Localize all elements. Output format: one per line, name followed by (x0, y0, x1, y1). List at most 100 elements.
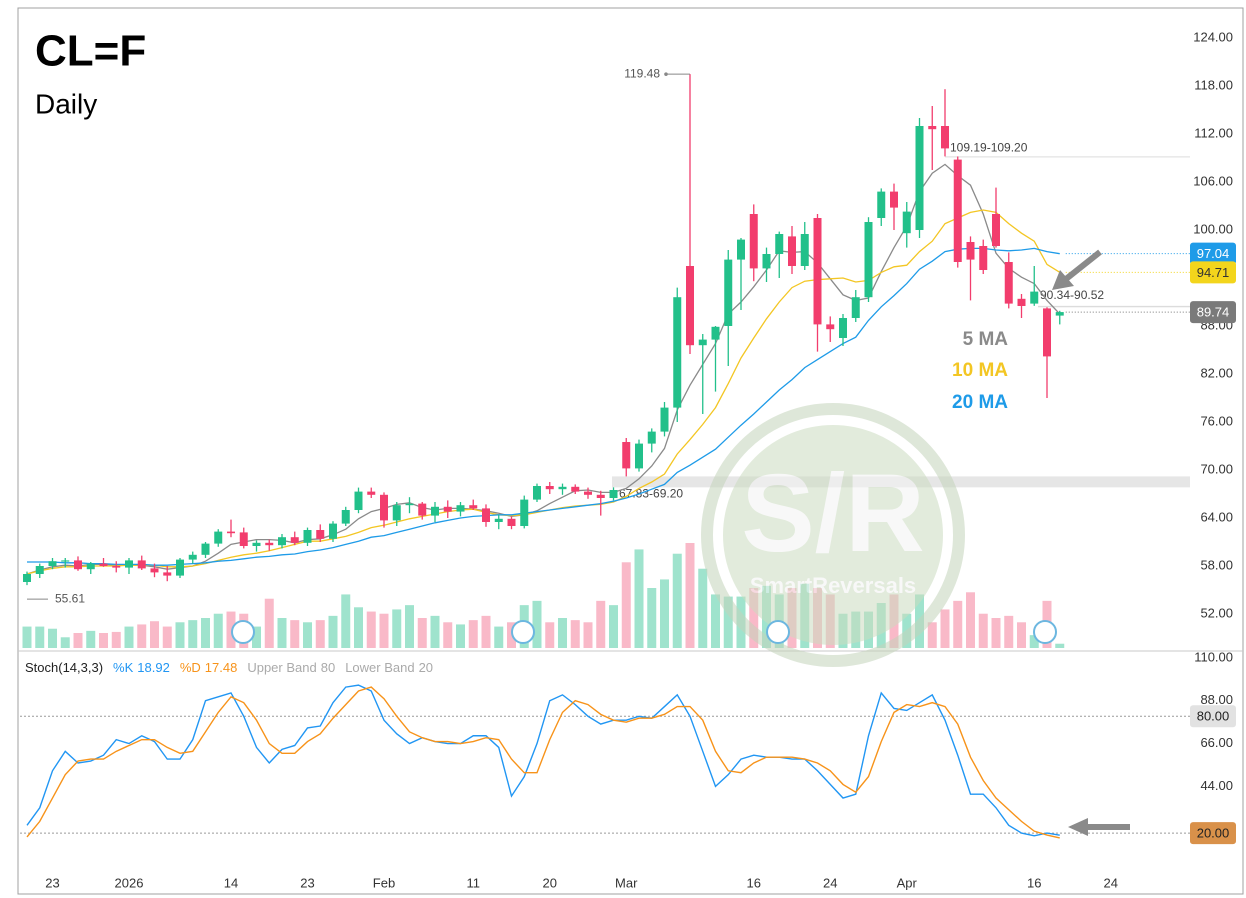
candle-body (890, 191, 898, 208)
candle-body (660, 407, 669, 432)
high-marker-dot (664, 72, 668, 76)
candle-body (74, 560, 82, 570)
y-tick-label: 88.00 (1200, 692, 1233, 707)
candle-body (877, 191, 886, 218)
candle-body (1004, 262, 1013, 304)
candle-body (227, 531, 235, 534)
candle-body (966, 242, 975, 260)
candle-body (443, 506, 452, 512)
candle-body (584, 491, 592, 495)
legend-value: 80 (321, 660, 335, 675)
x-tick-label: 2026 (115, 875, 144, 890)
candle-body (35, 566, 44, 574)
y-tick-label: 112.00 (1194, 125, 1233, 140)
candle-body (775, 234, 784, 254)
volume-bar (137, 624, 147, 648)
legend-value: 18.92 (137, 660, 170, 675)
band-box (1190, 822, 1236, 845)
volume-bar (927, 622, 937, 648)
x-tick-label: 11 (467, 875, 481, 890)
volume-bar (634, 549, 644, 648)
icons (231, 620, 1057, 644)
candle-body (826, 324, 835, 330)
volume-bar (60, 637, 70, 648)
chart-title: CL=F (35, 27, 146, 76)
moving-average-line (27, 247, 1060, 566)
legend-name: Upper Band (247, 660, 316, 675)
candle-body (673, 297, 682, 408)
volume-bar (1004, 615, 1014, 648)
y-tick-label: 76.00 (1200, 413, 1233, 428)
candle-body (163, 572, 172, 576)
y-tick-label: 110.00 (1194, 649, 1233, 664)
candle-body (316, 530, 325, 539)
candle-body (979, 246, 988, 270)
watermark-ring (701, 403, 965, 667)
candle-body (571, 486, 580, 492)
volume-bar (366, 611, 376, 648)
x-tick-label: 14 (224, 875, 238, 890)
gap-label: 109.19-109.20 (950, 141, 1028, 155)
candle-body (902, 211, 911, 234)
volume-bar (354, 607, 363, 648)
volume-bar (315, 620, 325, 648)
candle-body (1017, 298, 1026, 306)
volume-bar (621, 562, 631, 648)
volume-bar (341, 594, 351, 648)
candle-body (1055, 312, 1064, 316)
ma-legend: 10 MA (952, 360, 1008, 381)
arrows (1052, 249, 1130, 836)
band-label: 20.00 (1197, 826, 1230, 841)
volume-bar (162, 626, 172, 648)
watermark-name: SmartReversals (750, 573, 916, 598)
candle-body (86, 563, 95, 570)
volume-bar (264, 598, 274, 648)
candle-body (303, 530, 312, 543)
candle-body (329, 523, 337, 539)
price-tag-box (1190, 301, 1236, 324)
x-tick-label: 24 (1104, 875, 1118, 890)
volume-bar (277, 618, 287, 648)
volume-bar (150, 621, 159, 648)
volume-bar (647, 588, 657, 648)
candle-body (278, 537, 286, 546)
volume-bar (252, 626, 261, 648)
candle-body (23, 574, 31, 582)
volume-bar (685, 543, 695, 648)
ma-legend: 20 MA (952, 392, 1008, 413)
candle-body (698, 339, 707, 346)
volume-bar (558, 618, 567, 648)
gap-label: 67.83-69.20 (619, 487, 683, 501)
gap-label: 90.34-90.52 (1040, 288, 1104, 302)
volume-bar (991, 618, 1001, 648)
watermark-disc (723, 425, 943, 645)
volume-bar (583, 622, 593, 648)
legend-name: %K (113, 660, 134, 675)
candle-body (762, 254, 771, 269)
y-tick-label: 58.00 (1200, 557, 1233, 572)
y-tick-label: 124.00 (1193, 29, 1233, 44)
candle-body (686, 266, 694, 346)
volume-bar (48, 628, 57, 648)
volume-bar (175, 622, 185, 648)
volume-bar (966, 592, 975, 648)
candle-body (201, 543, 210, 555)
candle-body (788, 236, 796, 266)
volume-bar (124, 626, 134, 648)
volume-bar (430, 615, 440, 648)
volume-bar (468, 620, 478, 648)
volume-bar (213, 613, 223, 648)
volume-bar (201, 618, 210, 648)
candle-body (749, 214, 758, 269)
legend-value: 20 (419, 660, 433, 675)
candle-body (456, 505, 465, 512)
candle-body (214, 531, 223, 544)
candle-body (290, 537, 299, 543)
volume-bar (73, 633, 83, 648)
y-tick-label: 66.00 (1200, 735, 1233, 750)
candle-body (533, 486, 541, 500)
band-label: 80.00 (1197, 709, 1230, 724)
volume-bar (226, 611, 236, 648)
volume-bar (1029, 635, 1039, 648)
